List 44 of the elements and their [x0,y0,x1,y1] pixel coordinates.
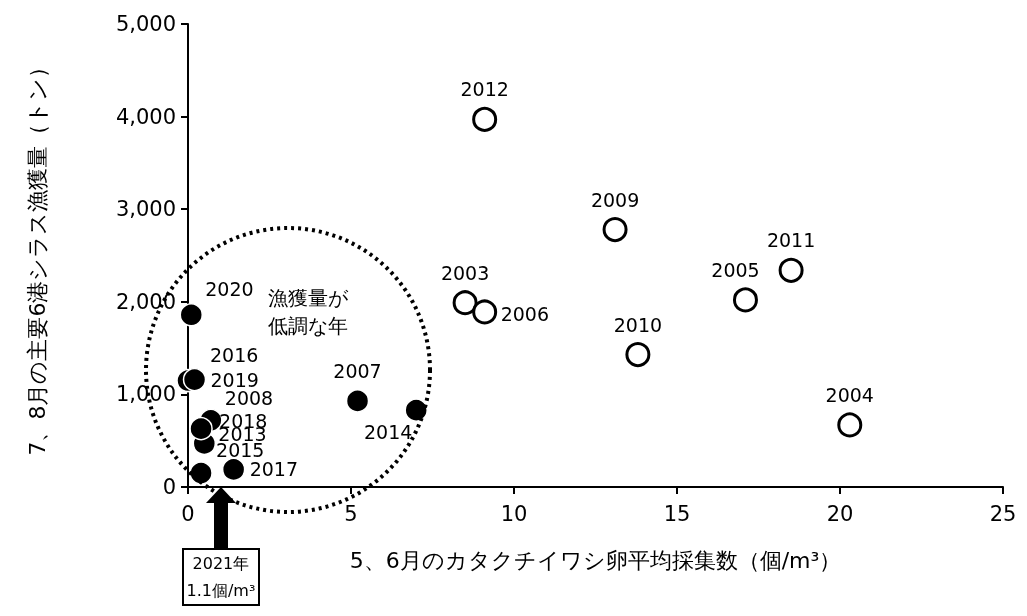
point [345,389,370,413]
x-tick-label: 10 [500,501,528,526]
point [452,290,478,316]
x-tick-label: 0 [181,501,195,526]
point [778,257,804,283]
y-tick-label: 5,000 [115,12,176,36]
y-tick-label: 1,000 [115,382,176,407]
x-tick-label: 5 [344,501,358,526]
y-tick-label: 0 [162,475,176,499]
annotation: 2003 [440,261,490,284]
annotation: 2006 [500,302,550,325]
annotation: 漁獲量が低調な年 [268,286,349,338]
point [625,342,651,368]
y-tick-label: 4,000 [115,104,176,129]
annotation: 2009 [590,188,640,211]
point [182,367,207,392]
annotation: 2010 [613,313,663,336]
x-tick-label: 25 [989,501,1017,526]
y-tick-label: 3,000 [115,197,176,222]
point [179,303,204,327]
point [732,287,758,313]
note-box: 2021年 1.1個/m³ [181,548,261,606]
annotation: 2005 [711,258,760,281]
point [472,106,498,132]
point [602,217,628,243]
x-tick-label: 20 [826,501,854,526]
point [472,299,498,325]
annotation: 2020 [205,277,254,300]
point [837,412,863,438]
annotation: 2016 [210,343,259,366]
y-tick-label: 2,000 [115,289,176,314]
annotation: 2011 [766,229,816,252]
point [221,457,246,482]
x-axis-title: 5、6月のカタクチイワシ卵平均採集数（個/m³） [349,547,842,573]
annotation: 2004 [825,383,874,406]
point [189,416,213,441]
annotation: 2017 [249,458,298,481]
annotation: 2012 [460,78,509,101]
annotation: 2007 [333,359,382,382]
x-tick-label: 15 [663,501,691,526]
point [189,461,213,485]
annotation: 2014 [364,421,413,444]
point [404,398,428,422]
y-axis-title: 7、8月の主要6港シラス漁獲量（トン） [24,55,50,456]
